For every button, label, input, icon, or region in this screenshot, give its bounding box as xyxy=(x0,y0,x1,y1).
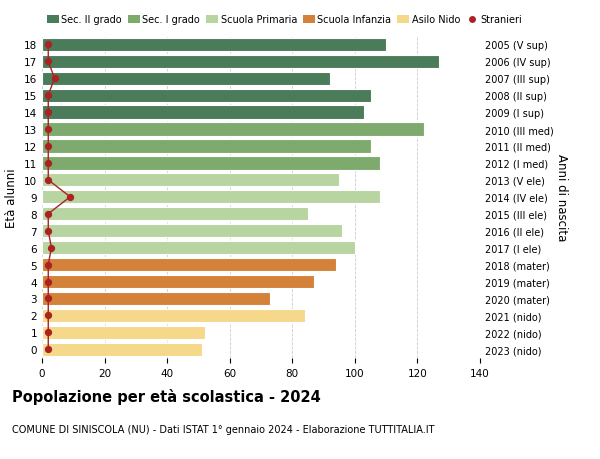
Text: Popolazione per età scolastica - 2024: Popolazione per età scolastica - 2024 xyxy=(12,388,321,404)
Y-axis label: Anni di nascita: Anni di nascita xyxy=(554,154,568,241)
Point xyxy=(43,41,53,49)
Bar xyxy=(42,275,314,289)
Point xyxy=(43,177,53,184)
Bar xyxy=(42,326,205,339)
Point xyxy=(43,92,53,100)
Bar xyxy=(42,241,355,255)
Bar xyxy=(42,39,386,52)
Bar xyxy=(42,309,305,322)
Bar xyxy=(42,207,308,221)
Point xyxy=(43,58,53,66)
Bar xyxy=(42,191,380,204)
Bar xyxy=(42,123,424,136)
Bar xyxy=(42,90,371,102)
Bar xyxy=(42,56,439,69)
Point xyxy=(43,211,53,218)
Point xyxy=(43,109,53,117)
Point xyxy=(43,295,53,302)
Y-axis label: Età alunni: Età alunni xyxy=(5,168,19,227)
Bar xyxy=(42,106,364,119)
Point xyxy=(43,160,53,167)
Bar xyxy=(42,174,339,187)
Point xyxy=(43,346,53,353)
Point xyxy=(43,228,53,235)
Bar xyxy=(42,343,202,356)
Point xyxy=(65,194,75,201)
Point xyxy=(43,143,53,150)
Bar xyxy=(42,140,371,153)
Point xyxy=(50,75,59,83)
Point xyxy=(43,126,53,134)
Bar xyxy=(42,157,380,170)
Point xyxy=(43,312,53,319)
Point xyxy=(43,278,53,285)
Bar xyxy=(42,73,330,85)
Text: COMUNE DI SINISCOLA (NU) - Dati ISTAT 1° gennaio 2024 - Elaborazione TUTTITALIA.: COMUNE DI SINISCOLA (NU) - Dati ISTAT 1°… xyxy=(12,425,434,435)
Point xyxy=(47,245,56,252)
Legend: Sec. II grado, Sec. I grado, Scuola Primaria, Scuola Infanzia, Asilo Nido, Stran: Sec. II grado, Sec. I grado, Scuola Prim… xyxy=(47,16,523,25)
Point xyxy=(43,329,53,336)
Bar xyxy=(42,292,271,305)
Bar xyxy=(42,224,343,238)
Point xyxy=(43,261,53,269)
Bar xyxy=(42,258,336,272)
